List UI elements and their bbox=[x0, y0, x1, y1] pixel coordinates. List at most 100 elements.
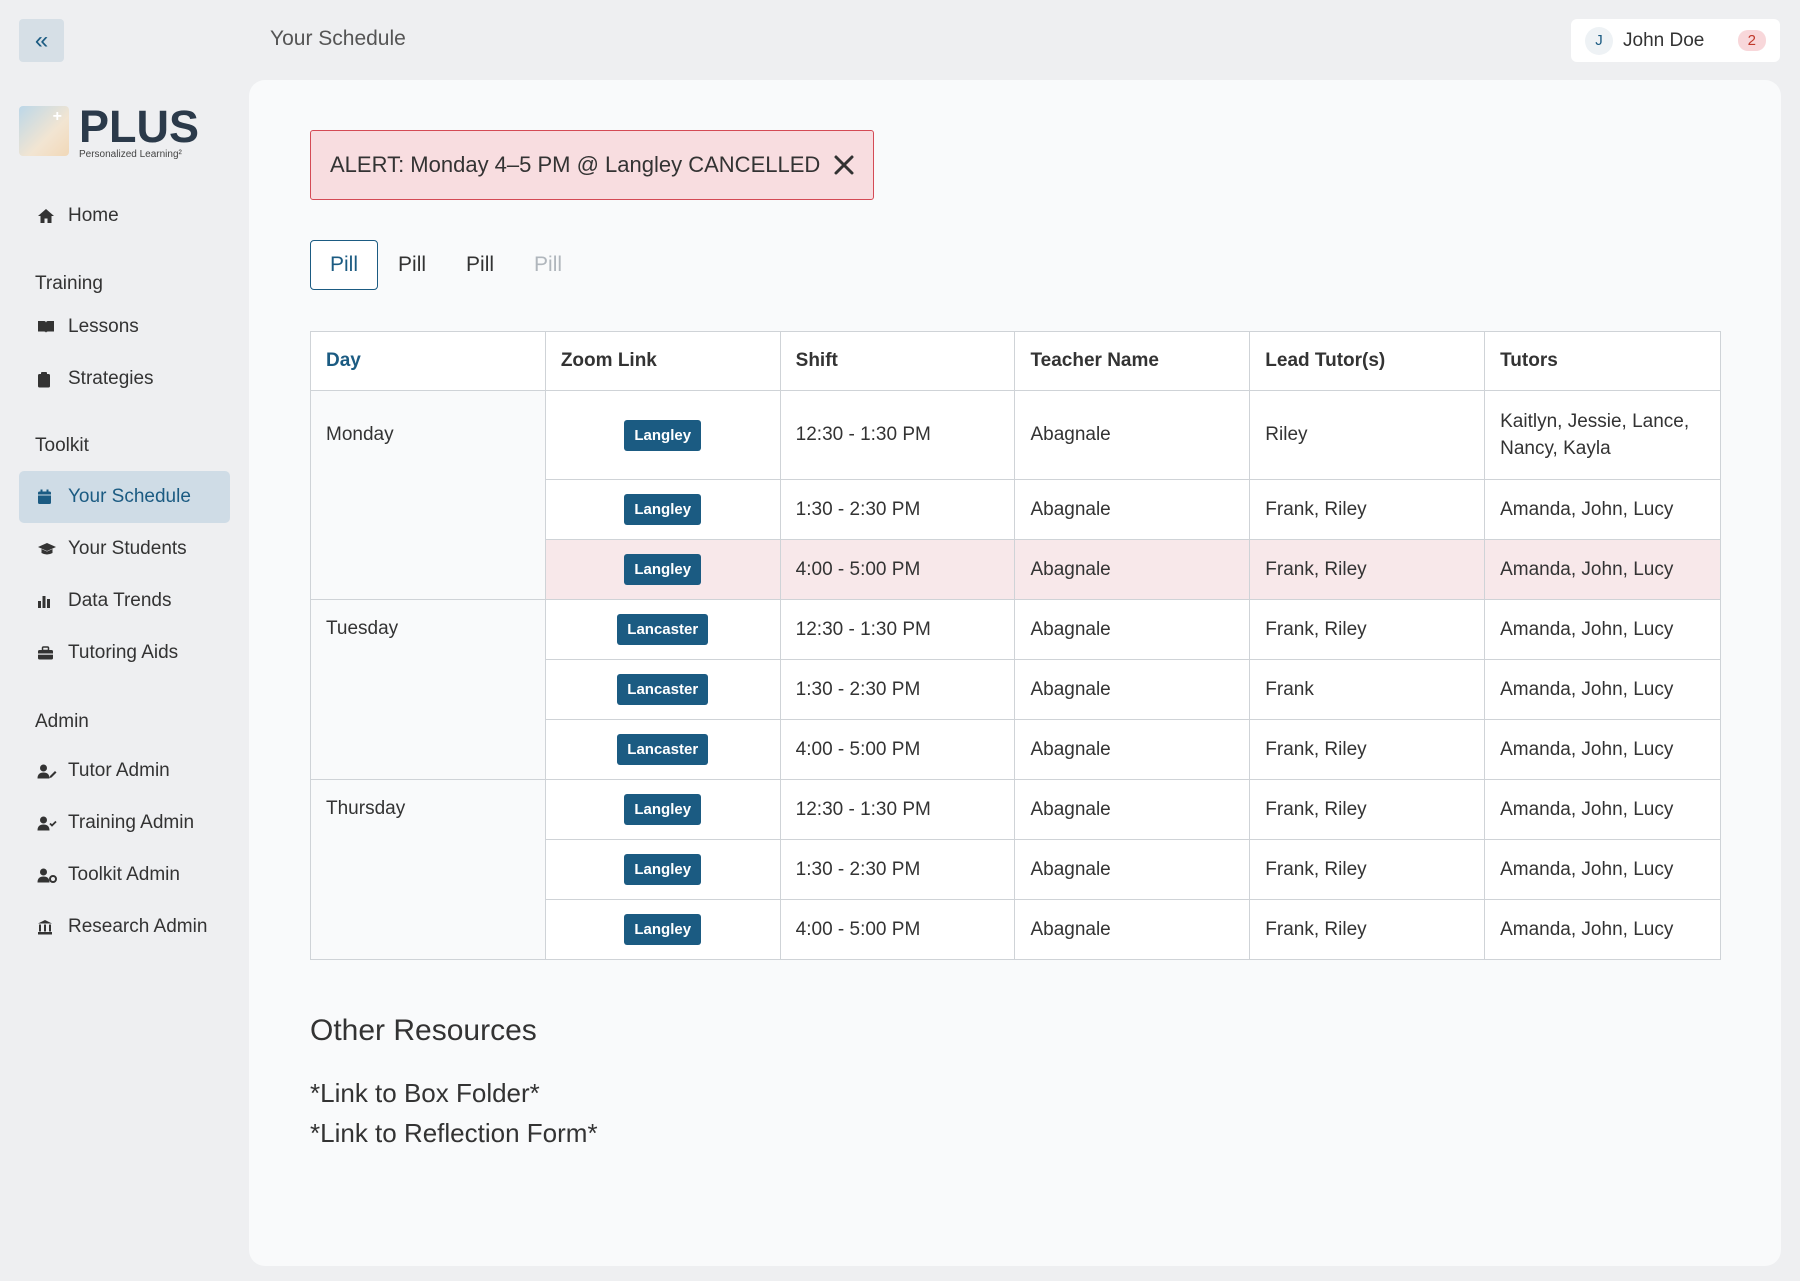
sidebar-item-label: Your Students bbox=[68, 538, 187, 559]
sidebar-item-research-admin[interactable]: Research Admin bbox=[19, 901, 230, 953]
teacher-cell: Abagnale bbox=[1014, 599, 1251, 660]
lead-tutor-cell: Riley bbox=[1249, 390, 1486, 480]
tutors-cell: Amanda, John, Lucy bbox=[1484, 659, 1721, 720]
box-folder-link[interactable]: *Link to Box Folder* bbox=[310, 1078, 540, 1108]
pill-tab-3[interactable]: Pill bbox=[466, 253, 495, 276]
pill-tab-2[interactable]: Pill bbox=[398, 253, 427, 276]
collapse-sidebar-button[interactable]: « bbox=[19, 19, 64, 62]
lead-tutor-cell: Frank, Riley bbox=[1249, 599, 1486, 660]
sidebar-item-label: Home bbox=[68, 205, 119, 226]
zoom-link-button[interactable]: Lancaster bbox=[617, 734, 709, 765]
pill-tab-1[interactable]: Pill bbox=[310, 240, 379, 290]
nav-section-training: Training bbox=[35, 273, 103, 294]
column-header-day[interactable]: Day bbox=[310, 331, 546, 391]
table-row: Langley 1:30 - 2:30 PM Abagnale Frank, R… bbox=[311, 839, 1721, 900]
tutors-cell: Amanda, John, Lucy bbox=[1484, 719, 1721, 780]
sidebar-item-data-trends[interactable]: Data Trends bbox=[19, 575, 230, 627]
tutors-cell: Amanda, John, Lucy bbox=[1484, 899, 1721, 960]
tutors-cell: Amanda, John, Lucy bbox=[1484, 479, 1721, 540]
shift-cell: 12:30 - 1:30 PM bbox=[779, 779, 1016, 840]
close-icon[interactable] bbox=[831, 152, 857, 178]
day-cell: Tuesday bbox=[310, 599, 546, 780]
teacher-cell: Abagnale bbox=[1014, 390, 1251, 480]
sidebar-item-label: Research Admin bbox=[68, 916, 208, 937]
shift-cell: 12:30 - 1:30 PM bbox=[779, 599, 1016, 660]
page-title: Your Schedule bbox=[270, 27, 406, 50]
shift-cell: 12:30 - 1:30 PM bbox=[779, 390, 1016, 480]
lead-tutor-cell: Frank, Riley bbox=[1249, 839, 1486, 900]
clipboard-icon bbox=[37, 371, 59, 388]
shift-cell: 4:00 - 5:00 PM bbox=[779, 539, 1016, 600]
sidebar-item-training-admin[interactable]: Training Admin bbox=[19, 797, 230, 849]
table-row: Lancaster 1:30 - 2:30 PM Abagnale Frank … bbox=[311, 659, 1721, 720]
book-open-icon bbox=[37, 320, 59, 334]
zoom-link-button[interactable]: Langley bbox=[624, 554, 702, 585]
graduation-cap-icon bbox=[37, 542, 59, 557]
teacher-cell: Abagnale bbox=[1014, 899, 1251, 960]
user-cog-icon bbox=[37, 868, 59, 883]
lead-tutor-cell: Frank bbox=[1249, 659, 1486, 720]
zoom-link-button[interactable]: Langley bbox=[624, 494, 702, 525]
teacher-cell: Abagnale bbox=[1014, 539, 1251, 600]
zoom-link-button[interactable]: Langley bbox=[624, 419, 702, 451]
teacher-cell: Abagnale bbox=[1014, 659, 1251, 720]
pill-tab-4-disabled: Pill bbox=[534, 253, 563, 276]
sidebar-item-label: Tutoring Aids bbox=[68, 642, 179, 663]
nav-section-admin: Admin bbox=[35, 711, 89, 732]
table-row: Thursday Langley 12:30 - 1:30 PM Abagnal… bbox=[310, 779, 1721, 960]
zoom-link-button[interactable]: Langley bbox=[624, 854, 702, 885]
day-cell: Monday bbox=[310, 390, 546, 600]
sidebar-item-label: Your Schedule bbox=[68, 486, 191, 507]
other-resources-heading: Other Resources bbox=[310, 1014, 537, 1047]
user-menu[interactable]: J John Doe 2 bbox=[1571, 19, 1780, 62]
lead-tutor-cell: Frank, Riley bbox=[1249, 719, 1486, 780]
column-header-shift[interactable]: Shift bbox=[779, 331, 1016, 391]
shift-cell: 4:00 - 5:00 PM bbox=[779, 899, 1016, 960]
column-header-zoom-link[interactable]: Zoom Link bbox=[544, 331, 781, 391]
toolbox-icon bbox=[37, 646, 59, 660]
sidebar-item-your-students[interactable]: Your Students bbox=[19, 523, 230, 575]
reflection-form-link[interactable]: *Link to Reflection Form* bbox=[310, 1118, 598, 1148]
teacher-cell: Abagnale bbox=[1014, 779, 1251, 840]
sidebar-item-label: Training Admin bbox=[68, 812, 195, 833]
sidebar-item-toolkit-admin[interactable]: Toolkit Admin bbox=[19, 849, 230, 901]
sidebar-item-lessons[interactable]: Lessons bbox=[19, 301, 230, 353]
sidebar-item-tutoring-aids[interactable]: Tutoring Aids bbox=[19, 627, 230, 679]
column-header-teacher-name[interactable]: Teacher Name bbox=[1014, 331, 1251, 391]
column-header-tutors[interactable]: Tutors bbox=[1484, 331, 1721, 391]
plus-logo[interactable]: + PLUS Personalized Learning² bbox=[19, 101, 200, 160]
tutors-cell: Kaitlyn, Jessie, Lance, Nancy, Kayla bbox=[1484, 390, 1721, 480]
logo-title: PLUS bbox=[79, 101, 200, 152]
user-check-icon bbox=[37, 816, 59, 831]
bar-chart-icon bbox=[37, 594, 59, 608]
sidebar-item-your-schedule[interactable]: Your Schedule bbox=[19, 471, 230, 523]
pill-tabs: Pill Pill Pill Pill bbox=[310, 240, 582, 290]
lead-tutor-cell: Frank, Riley bbox=[1249, 899, 1486, 960]
sidebar-item-label: Strategies bbox=[68, 368, 154, 389]
teacher-cell: Abagnale bbox=[1014, 479, 1251, 540]
alert-text: ALERT: Monday 4–5 PM @ Langley CANCELLED bbox=[330, 152, 821, 177]
zoom-link-button[interactable]: Lancaster bbox=[617, 674, 709, 705]
zoom-link-button[interactable]: Lancaster bbox=[617, 614, 709, 645]
shift-cell: 4:00 - 5:00 PM bbox=[779, 719, 1016, 780]
zoom-link-button[interactable]: Langley bbox=[624, 794, 702, 825]
column-header-lead-tutors[interactable]: Lead Tutor(s) bbox=[1249, 331, 1486, 391]
logo-subtitle: Personalized Learning² bbox=[79, 149, 182, 160]
sidebar-item-tutor-admin[interactable]: Tutor Admin bbox=[19, 745, 230, 797]
shift-cell: 1:30 - 2:30 PM bbox=[779, 839, 1016, 900]
calendar-icon bbox=[37, 489, 59, 505]
lead-tutor-cell: Frank, Riley bbox=[1249, 539, 1486, 600]
sidebar-item-home[interactable]: Home bbox=[19, 190, 230, 242]
table-row: Lancaster 4:00 - 5:00 PM Abagnale Frank,… bbox=[311, 719, 1721, 780]
user-edit-icon bbox=[37, 764, 59, 779]
sidebar-item-label: Lessons bbox=[68, 316, 139, 337]
notification-badge[interactable]: 2 bbox=[1737, 30, 1766, 51]
logo-mark: + bbox=[19, 106, 69, 156]
tutors-cell: Amanda, John, Lucy bbox=[1484, 779, 1721, 840]
shift-cell: 1:30 - 2:30 PM bbox=[779, 659, 1016, 720]
lead-tutor-cell: Frank, Riley bbox=[1249, 779, 1486, 840]
tutors-cell: Amanda, John, Lucy bbox=[1484, 599, 1721, 660]
sidebar-item-strategies[interactable]: Strategies bbox=[19, 353, 230, 405]
zoom-link-button[interactable]: Langley bbox=[624, 914, 702, 945]
nav-section-toolkit: Toolkit bbox=[35, 435, 89, 456]
